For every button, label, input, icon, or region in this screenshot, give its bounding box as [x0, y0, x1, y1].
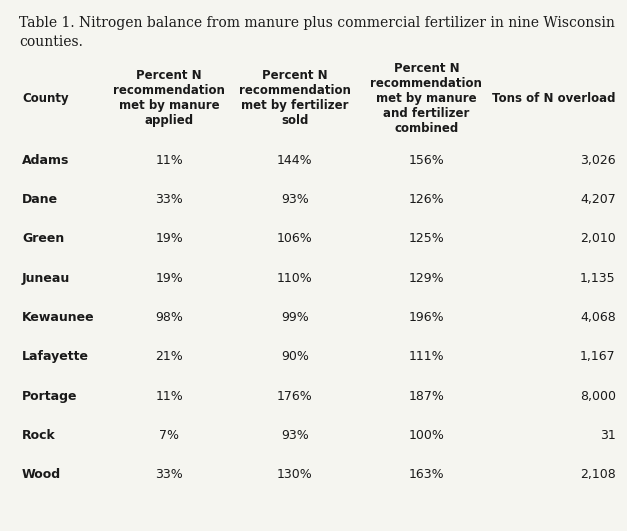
Text: Percent N
recommendation
met by manure
applied: Percent N recommendation met by manure a… — [113, 69, 225, 127]
Text: 19%: 19% — [155, 272, 183, 285]
Text: Percent N
recommendation
met by fertilizer
sold: Percent N recommendation met by fertiliz… — [239, 69, 350, 127]
Text: Portage: Portage — [22, 390, 78, 402]
Text: 11%: 11% — [155, 390, 183, 402]
Text: 106%: 106% — [277, 233, 313, 245]
Text: Lafayette: Lafayette — [22, 350, 89, 363]
Text: 100%: 100% — [408, 429, 445, 442]
Text: 33%: 33% — [155, 468, 183, 481]
Text: Green: Green — [22, 233, 64, 245]
Text: 11%: 11% — [155, 154, 183, 167]
Text: 99%: 99% — [281, 311, 308, 324]
Text: 156%: 156% — [408, 154, 445, 167]
Text: Adams: Adams — [22, 154, 70, 167]
Text: 7%: 7% — [159, 429, 179, 442]
Text: 129%: 129% — [409, 272, 444, 285]
Text: 8,000: 8,000 — [580, 390, 616, 402]
Text: 31: 31 — [600, 429, 616, 442]
Text: 176%: 176% — [277, 390, 313, 402]
Text: 33%: 33% — [155, 193, 183, 206]
Text: 4,068: 4,068 — [580, 311, 616, 324]
Text: Tons of N overload: Tons of N overload — [492, 92, 616, 105]
Text: 93%: 93% — [281, 429, 308, 442]
Text: 1,135: 1,135 — [580, 272, 616, 285]
Text: 130%: 130% — [277, 468, 313, 481]
Text: 144%: 144% — [277, 154, 312, 167]
Text: 98%: 98% — [155, 311, 183, 324]
Text: Kewaunee: Kewaunee — [22, 311, 95, 324]
Text: counties.: counties. — [19, 35, 83, 48]
Text: County: County — [22, 92, 68, 105]
Text: 125%: 125% — [408, 233, 445, 245]
Text: 21%: 21% — [155, 350, 183, 363]
Text: Table 1. Nitrogen balance from manure plus commercial fertilizer in nine Wiscons: Table 1. Nitrogen balance from manure pl… — [19, 16, 614, 30]
Text: 187%: 187% — [408, 390, 445, 402]
Text: 110%: 110% — [277, 272, 313, 285]
Text: 2,010: 2,010 — [580, 233, 616, 245]
Text: 126%: 126% — [409, 193, 444, 206]
Text: 3,026: 3,026 — [580, 154, 616, 167]
Text: 163%: 163% — [409, 468, 444, 481]
Text: 196%: 196% — [409, 311, 444, 324]
Text: Rock: Rock — [22, 429, 56, 442]
Text: Juneau: Juneau — [22, 272, 70, 285]
Text: 1,167: 1,167 — [580, 350, 616, 363]
Text: 4,207: 4,207 — [580, 193, 616, 206]
Text: Dane: Dane — [22, 193, 58, 206]
Text: 19%: 19% — [155, 233, 183, 245]
Text: 2,108: 2,108 — [580, 468, 616, 481]
Text: 111%: 111% — [409, 350, 444, 363]
Text: Wood: Wood — [22, 468, 61, 481]
Text: Percent N
recommendation
met by manure
and fertilizer
combined: Percent N recommendation met by manure a… — [371, 62, 482, 135]
Text: 90%: 90% — [281, 350, 308, 363]
Text: 93%: 93% — [281, 193, 308, 206]
